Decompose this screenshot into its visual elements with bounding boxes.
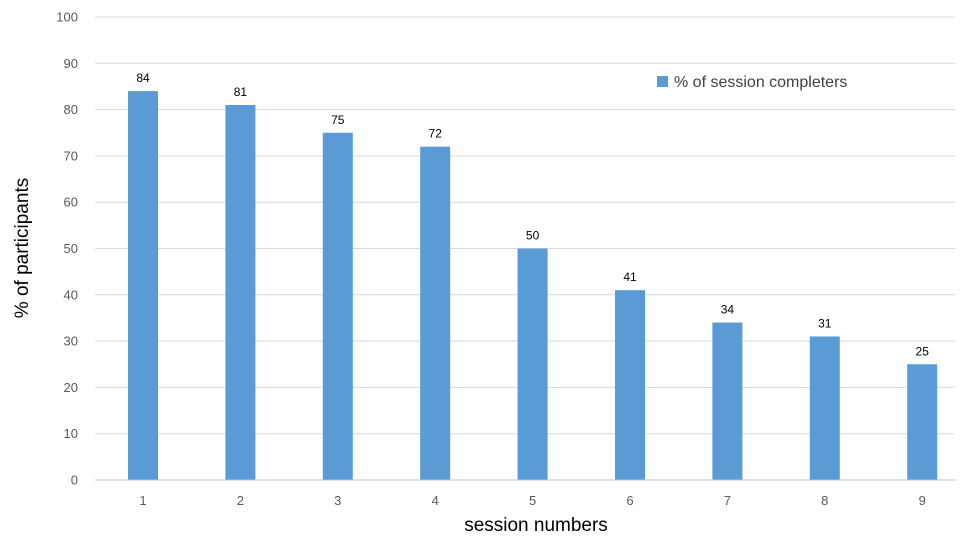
x-tick-label: 7 [724,493,731,508]
x-axis-ticks: 1 2 3 4 5 6 7 8 9 [139,493,925,508]
x-tick-label: 8 [821,493,828,508]
bars [128,91,938,480]
y-tick-label: 70 [64,148,78,163]
y-axis-ticks: 0 10 20 30 40 50 60 70 80 90 100 [56,10,78,488]
data-label: 72 [429,127,443,141]
x-tick-label: 9 [919,493,926,508]
y-axis-title: % of participants [12,178,33,318]
bar [712,322,743,480]
data-label: 84 [136,71,150,85]
x-tick-label: 6 [626,493,633,508]
bar [517,248,548,480]
legend-swatch [657,76,668,87]
legend: % of session completers [657,74,847,91]
bar [809,336,840,480]
y-tick-label: 80 [64,102,78,117]
x-axis-title: session numbers [464,515,608,536]
y-tick-label: 90 [64,56,78,71]
x-tick-label: 2 [237,493,244,508]
data-label: 81 [234,85,248,99]
data-label: 25 [916,344,930,358]
bar [322,132,353,480]
y-tick-label: 0 [71,473,78,488]
bar [907,364,938,480]
y-tick-label: 50 [64,241,78,256]
y-tick-label: 10 [64,426,78,441]
y-tick-label: 20 [64,380,78,395]
data-label: 50 [526,229,540,243]
y-tick-label: 60 [64,195,78,210]
x-tick-label: 5 [529,493,536,508]
y-tick-label: 40 [64,287,78,302]
data-label: 31 [818,316,832,330]
x-tick-label: 4 [432,493,439,508]
bar [615,290,645,480]
data-label: 41 [623,270,637,284]
data-label: 75 [331,113,345,127]
y-tick-label: 30 [64,334,78,349]
x-tick-label: 3 [334,493,341,508]
legend-label: % of session completers [674,74,847,91]
bar [420,146,451,480]
bar [128,91,158,480]
data-labels: 84 81 75 72 50 41 34 31 25 [136,71,929,358]
x-tick-label: 1 [139,493,146,508]
y-tick-label: 100 [56,10,78,25]
bar [225,104,256,480]
data-label: 34 [721,303,735,317]
